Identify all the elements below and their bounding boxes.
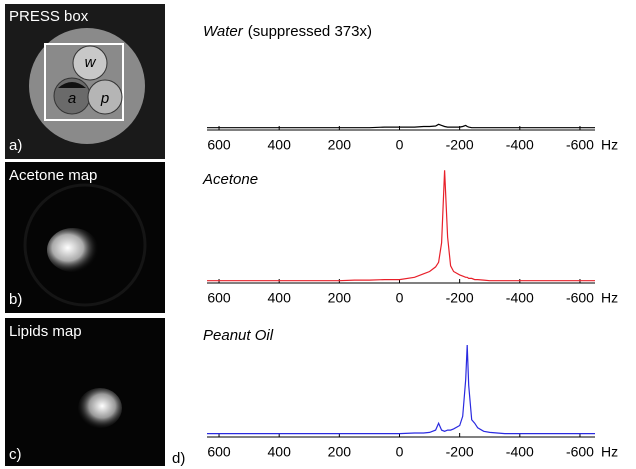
x-tick-label: -200: [446, 290, 474, 306]
x-axis-label: Hz: [601, 137, 618, 153]
chart-title: Acetone: [202, 171, 258, 188]
x-tick-label: 400: [268, 137, 292, 153]
x-tick-label: 400: [268, 290, 292, 306]
image-title: PRESS box: [9, 8, 89, 25]
x-tick-label: -400: [506, 137, 534, 153]
marker: a: [68, 90, 76, 107]
signal: [47, 228, 99, 272]
spectrum-line: [207, 123, 595, 129]
vial: [72, 45, 108, 81]
image-tag: a): [9, 137, 22, 154]
panel-label: d): [172, 450, 185, 467]
image-title: Lipids map: [9, 323, 82, 340]
image-tag: c): [9, 446, 22, 463]
x-tick-label: 600: [207, 290, 231, 306]
x-tick-label: -600: [566, 137, 594, 153]
x-tick-label: 400: [268, 444, 292, 460]
x-axis-label: Hz: [601, 290, 618, 306]
air-bubble: [58, 82, 86, 88]
x-tick-label: -400: [506, 444, 534, 460]
spectrum-line: [207, 170, 595, 282]
spectrum-line: [207, 344, 595, 435]
ring: [23, 183, 147, 307]
signal: [78, 388, 122, 428]
x-tick-label: 600: [207, 137, 231, 153]
press-box: [44, 43, 124, 121]
x-axis-label: Hz: [601, 444, 618, 460]
image-title: Acetone map: [9, 167, 97, 184]
vial: [87, 79, 123, 115]
x-tick-label: 0: [396, 290, 404, 306]
x-tick-label: 0: [396, 444, 404, 460]
x-tick-label: -400: [506, 290, 534, 306]
marker: w: [85, 54, 97, 71]
chart-title: Peanut Oil: [203, 327, 274, 344]
image-tag: b): [9, 291, 22, 308]
x-tick-label: 200: [328, 290, 352, 306]
image-panel: [5, 318, 165, 466]
x-tick-label: 200: [328, 444, 352, 460]
x-tick-label: 600: [207, 444, 231, 460]
x-tick-label: -200: [446, 444, 474, 460]
x-tick-label: -600: [566, 290, 594, 306]
x-tick-label: 0: [396, 137, 404, 153]
chart-subtitle: (suppressed 373x): [248, 23, 372, 40]
x-tick-label: -600: [566, 444, 594, 460]
x-tick-label: 200: [328, 137, 352, 153]
marker: p: [100, 90, 109, 107]
chart-title: Water: [203, 23, 244, 40]
x-tick-label: -200: [446, 137, 474, 153]
